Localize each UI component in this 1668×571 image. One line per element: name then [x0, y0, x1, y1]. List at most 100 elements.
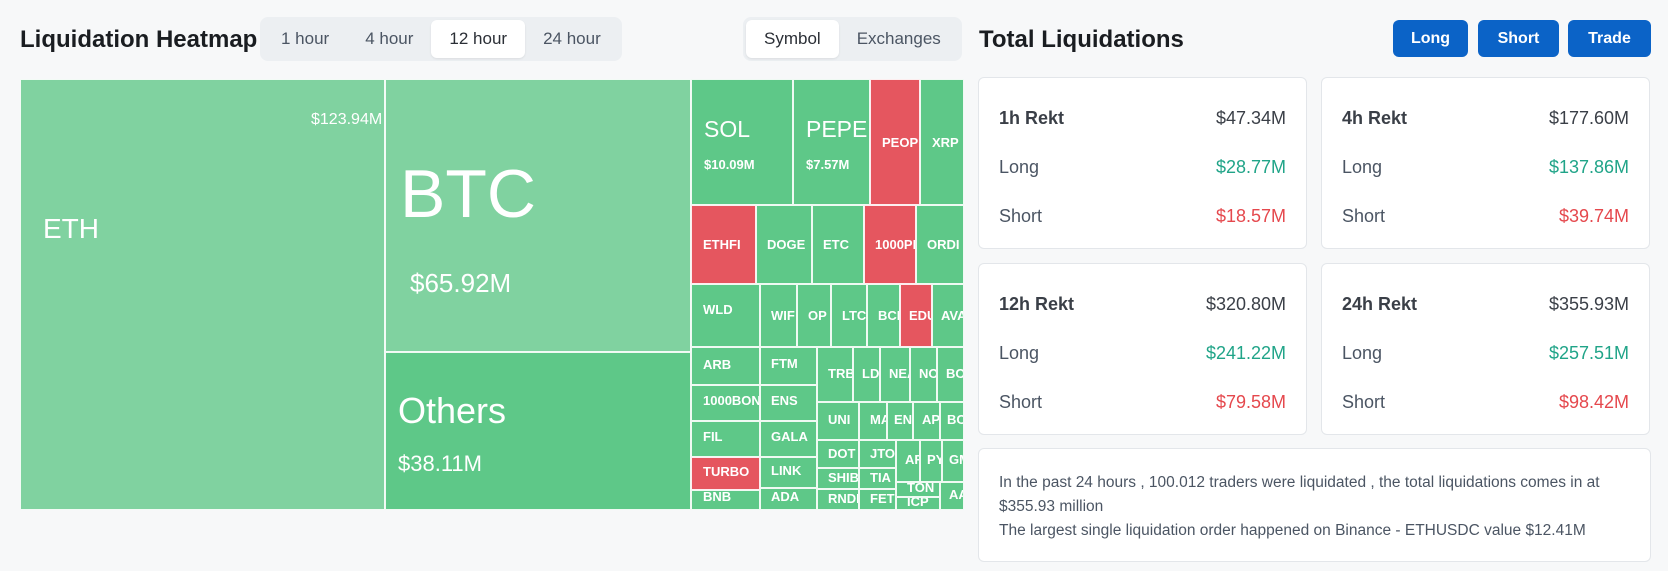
tile-symbol: ENA: [894, 412, 913, 427]
tile-symbol: TRB: [828, 366, 853, 381]
card-period: 4h Rekt: [1342, 108, 1408, 128]
heatmap-tile-edu[interactable]: EDU: [900, 284, 932, 347]
tile-symbol: SHIB: [828, 470, 859, 485]
tab-symbol[interactable]: Symbol: [746, 20, 839, 58]
heatmap-tile-ena[interactable]: ENA: [887, 402, 913, 440]
heatmap-tile-ftm[interactable]: FTM: [760, 347, 817, 385]
tile-symbol: BCH: [878, 308, 899, 323]
tile-symbol: WIF: [771, 308, 795, 323]
heatmap-tile-matic[interactable]: MATIC: [859, 402, 887, 440]
heatmap-tile-ltc[interactable]: LTC: [831, 284, 867, 347]
heatmap-tile-ar[interactable]: AR: [896, 440, 920, 482]
heatmap-tile-ethfi[interactable]: ETHFI: [691, 205, 756, 284]
heatmap-tile-ada[interactable]: ADA: [760, 488, 817, 510]
heatmap-tile-arb[interactable]: ARB: [691, 347, 760, 385]
heatmap-tile-pepe[interactable]: PEPE $7.57M: [793, 79, 870, 205]
heatmap-tile-doge[interactable]: DOGE: [756, 205, 812, 284]
liquidation-heatmap: ETH $123.94M BTC $65.92M Others $38.11M SOL $10…: [20, 79, 964, 510]
heatmap-tile-icp[interactable]: ICP: [896, 497, 940, 510]
tab-4-hour[interactable]: 4 hour: [365, 29, 414, 48]
heatmap-tile-bch[interactable]: BCH: [867, 284, 900, 347]
heatmap-tile-rndr[interactable]: RNDR: [817, 489, 859, 510]
heatmap-tile-gala[interactable]: GALA: [760, 421, 817, 457]
tile-symbol: DOGE: [767, 237, 806, 252]
long-amount: $28.77M: [1215, 157, 1286, 177]
rekt-card-1h: 1h Rekt $47.34M Long $28.77M Short $18.57M: [978, 77, 1307, 249]
heatmap-tile-1000bonk[interactable]: 1000BONK: [691, 385, 760, 421]
heatmap-tile-others[interactable]: Others $38.11M: [385, 352, 691, 510]
heatmap-tile-people[interactable]: PEOPLE: [870, 79, 920, 205]
heatmap-tile-bome[interactable]: BOME: [937, 347, 964, 402]
card-period: 1h Rekt: [999, 108, 1065, 128]
tab-1-hour[interactable]: 1 hour: [281, 29, 330, 48]
heatmap-tile-wif[interactable]: WIF: [760, 284, 797, 347]
summary-line-1: In the past 24 hours , 100.012 traders w…: [999, 474, 1600, 515]
heatmap-tile-ordi[interactable]: ORDI: [916, 205, 964, 284]
heatmap-tile-shib[interactable]: SHIB: [817, 468, 859, 489]
summary-line-2: The largest single liquidation order hap…: [999, 522, 1586, 539]
trade-button[interactable]: Trade: [1568, 20, 1651, 57]
heatmap-tile-uni[interactable]: UNI: [817, 402, 859, 440]
heatmap-tile-trb[interactable]: TRB: [817, 347, 853, 402]
tab-exchanges[interactable]: Exchanges: [856, 29, 941, 48]
card-total: $320.80M: [1205, 294, 1286, 314]
short-button[interactable]: Short: [1478, 20, 1559, 57]
tile-symbol: BTC: [400, 156, 536, 232]
tile-symbol: NEAR: [889, 366, 909, 381]
heatmap-tile-avax[interactable]: AVAX: [932, 284, 964, 347]
heatmap-tile-xrp[interactable]: XRP: [920, 79, 964, 205]
heatmap-tile-not[interactable]: NOT: [910, 347, 937, 402]
heatmap-tile-aave[interactable]: AAVE: [940, 482, 964, 510]
heatmap-tile-wld[interactable]: WLD: [691, 284, 760, 347]
heatmap-tile-apt[interactable]: APT: [913, 402, 940, 440]
heatmap-tile-bnb[interactable]: BNB: [691, 490, 760, 510]
heatmap-tile-turbo[interactable]: TURBO: [691, 457, 760, 490]
heatmap-tile-link[interactable]: LINK: [760, 457, 817, 488]
rekt-card-24h: 24h Rekt $355.93M Long $257.51M Short $98.4…: [1321, 263, 1650, 435]
heatmap-tile-fet[interactable]: FET: [859, 489, 896, 510]
heatmap-tile-ens[interactable]: ENS: [760, 385, 817, 421]
long-button[interactable]: Long: [1393, 20, 1468, 57]
heatmap-tile-eth[interactable]: ETH $123.94M: [20, 79, 385, 510]
heatmap-tile-bond[interactable]: BOND: [940, 402, 964, 440]
tile-symbol: ICP: [907, 497, 929, 509]
heatmap-tile-1000pepe[interactable]: 1000PEPE: [864, 205, 916, 284]
heatmap-tile-etc[interactable]: ETC: [812, 205, 864, 284]
tile-value: $38.11M: [398, 451, 482, 476]
tile-symbol: AR: [905, 452, 919, 467]
heatmap-tile-ton[interactable]: TON: [896, 482, 940, 497]
heatmap-tile-tia[interactable]: TIA: [859, 468, 896, 489]
tile-symbol: BOND: [947, 412, 963, 427]
tile-symbol: MATIC: [870, 412, 886, 427]
heatmap-tile-gmt[interactable]: GMT: [942, 440, 964, 482]
heatmap-tile-op[interactable]: OP: [797, 284, 831, 347]
tile-symbol: 1000PEPE: [875, 237, 915, 252]
heatmap-tile-near[interactable]: NEAR: [880, 347, 910, 402]
heatmap-tile-jto[interactable]: JTO: [859, 440, 896, 468]
tab-24-hour[interactable]: 24 hour: [543, 29, 601, 48]
heatmap-tile-pyth[interactable]: PYTH: [920, 440, 942, 482]
heatmap-tile-btc[interactable]: BTC $65.92M: [385, 79, 691, 352]
tile-value: $7.57M: [806, 157, 850, 172]
tile-symbol: WLD: [703, 302, 733, 317]
rekt-card-12h: 12h Rekt $320.80M Long $241.22M Short $79.5…: [978, 263, 1307, 435]
short-amount: $98.42M: [1558, 392, 1629, 412]
short-label: Short: [999, 392, 1043, 412]
tile-symbol: ORDI: [927, 237, 960, 252]
tile-symbol: LINK: [771, 463, 802, 478]
long-amount: $257.51M: [1548, 343, 1629, 363]
tile-symbol: OP: [808, 308, 827, 323]
heatmap-tile-fil[interactable]: FIL: [691, 421, 760, 457]
tile-symbol: GMT: [949, 452, 963, 467]
view-mode-tabs: Symbol Exchanges: [743, 17, 962, 61]
heatmap-tile-sol[interactable]: SOL $10.09M: [691, 79, 793, 205]
heatmap-tile-dot[interactable]: DOT: [817, 440, 859, 468]
tile-symbol: ETHFI: [703, 237, 741, 252]
tab-12-hour[interactable]: 12 hour: [431, 20, 526, 58]
heatmap-tile-ldo[interactable]: LDO: [853, 347, 880, 402]
long-amount: $137.86M: [1548, 157, 1629, 177]
tile-symbol: PEPE: [806, 116, 868, 142]
card-total: $177.60M: [1548, 108, 1629, 128]
long-label: Long: [1342, 157, 1383, 177]
tile-symbol: DOT: [828, 446, 856, 461]
